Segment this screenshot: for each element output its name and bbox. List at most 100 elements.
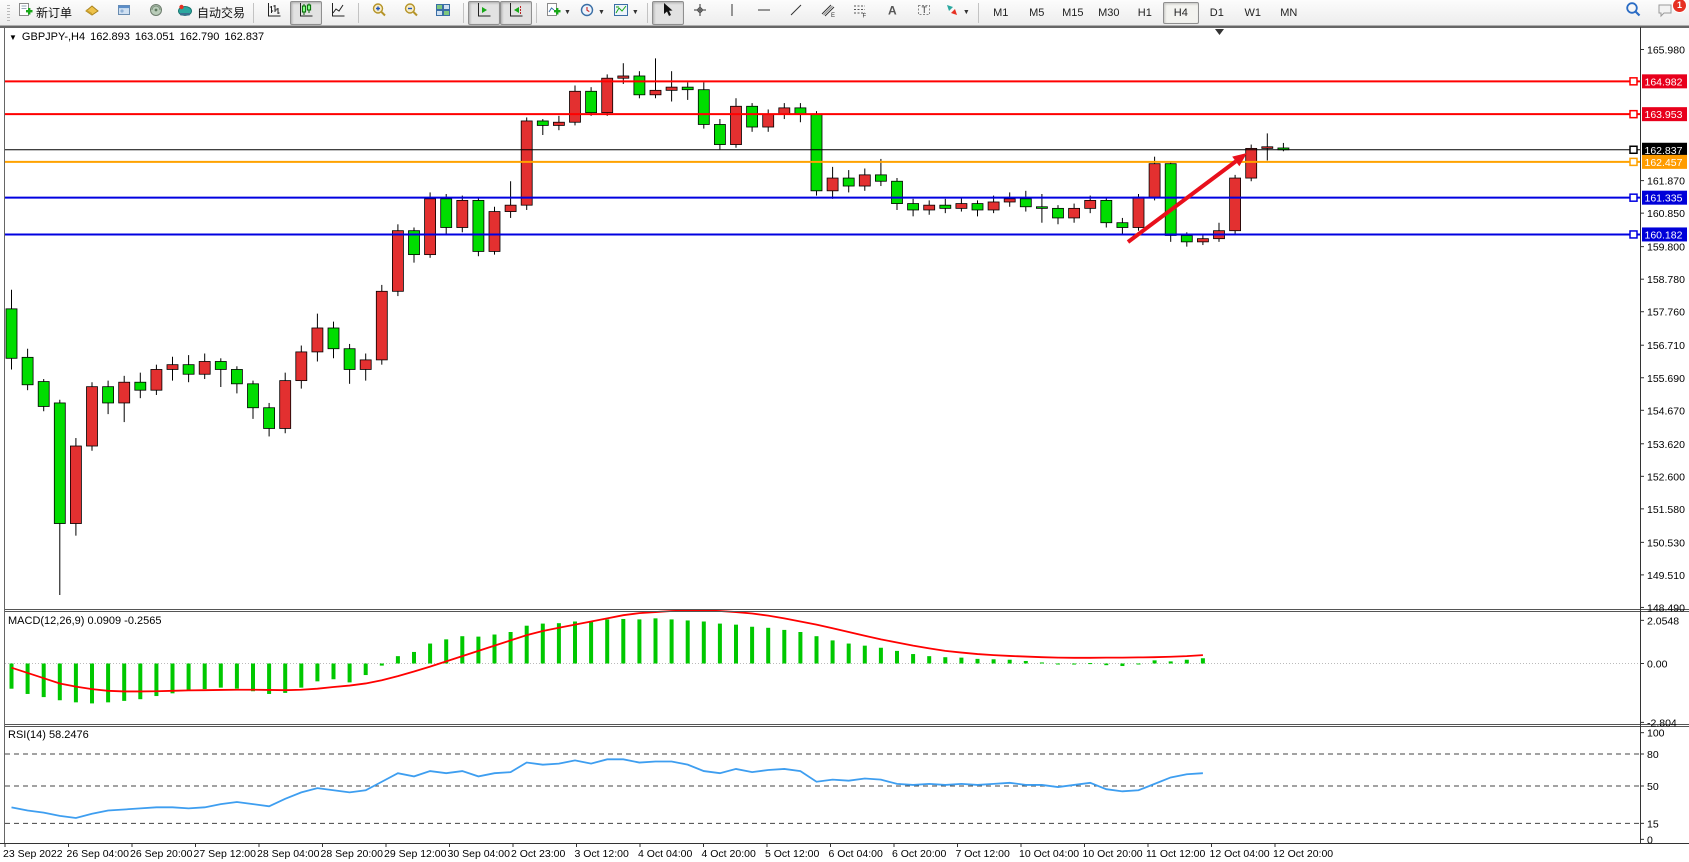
svg-text:149.510: 149.510 xyxy=(1647,570,1685,582)
svg-text:4 Oct 20:00: 4 Oct 20:00 xyxy=(702,848,756,860)
price-axis[interactable] xyxy=(1640,27,1689,843)
svg-text:165.980: 165.980 xyxy=(1647,45,1685,57)
toolbar-separator xyxy=(463,2,465,23)
arrows-button[interactable]: ▼ xyxy=(940,1,974,25)
vertical-line-icon xyxy=(725,2,739,23)
autotrading-button[interactable]: 自动交易 xyxy=(172,1,249,25)
horizontal-line-icon xyxy=(756,2,772,23)
svg-text:161.335: 161.335 xyxy=(1645,193,1683,205)
bar-chart-icon xyxy=(266,2,282,23)
main-toolbar: 新订单 自动交易 ▼ ▼ xyxy=(0,0,1689,26)
search-button[interactable] xyxy=(1617,1,1649,25)
bar-chart-type-button[interactable] xyxy=(258,1,290,25)
notifications-button[interactable]: 1 xyxy=(1649,0,1687,25)
connection-icon xyxy=(148,2,164,23)
svg-text:154.670: 154.670 xyxy=(1647,405,1685,417)
svg-text:158.780: 158.780 xyxy=(1647,274,1685,286)
close-value: 162.837 xyxy=(224,31,265,43)
zoom-in-button[interactable] xyxy=(363,1,395,25)
equidistant-channel-button[interactable]: E xyxy=(812,1,844,25)
auto-scroll-button[interactable] xyxy=(468,0,501,25)
svg-text:7 Oct 12:00: 7 Oct 12:00 xyxy=(956,848,1010,860)
line-chart-icon xyxy=(330,2,346,23)
toolbar-separator xyxy=(253,2,255,23)
svg-text:80: 80 xyxy=(1647,749,1659,761)
timeframe-mn-button[interactable]: MN xyxy=(1280,6,1298,19)
market-watch-button[interactable] xyxy=(76,1,108,25)
fibonacci-icon: F xyxy=(852,2,868,23)
connection-button[interactable] xyxy=(140,1,172,25)
svg-text:148.490: 148.490 xyxy=(1647,602,1685,614)
svg-text:152.600: 152.600 xyxy=(1647,471,1685,483)
crosshair-icon xyxy=(692,2,708,23)
svg-text:3 Oct 12:00: 3 Oct 12:00 xyxy=(575,848,629,860)
text-label-button[interactable]: T xyxy=(908,1,940,25)
fibonacci-button[interactable]: F xyxy=(844,1,876,25)
timeframe-m15-button[interactable]: M15 xyxy=(1062,6,1084,19)
svg-text:161.870: 161.870 xyxy=(1647,176,1685,188)
chart-shift-button[interactable] xyxy=(500,0,533,25)
toolbar-grip xyxy=(7,4,10,21)
candlestick-chart-type-button[interactable] xyxy=(290,0,323,25)
svg-text:2 Oct 23:00: 2 Oct 23:00 xyxy=(511,848,565,860)
svg-text:6 Oct 04:00: 6 Oct 04:00 xyxy=(829,848,883,860)
svg-text:162.837: 162.837 xyxy=(1645,145,1683,157)
line-chart-type-button[interactable] xyxy=(322,1,354,25)
svg-text:26 Sep 04:00: 26 Sep 04:00 xyxy=(67,848,130,860)
toolbar-separator xyxy=(536,2,538,23)
svg-text:11 Oct 12:00: 11 Oct 12:00 xyxy=(1146,848,1206,860)
crosshair-button[interactable] xyxy=(684,1,716,25)
high-value: 163.051 xyxy=(134,31,175,43)
toolbar-separator xyxy=(977,2,979,23)
svg-text:26 Sep 20:00: 26 Sep 20:00 xyxy=(130,848,193,860)
timeframe-h4-button[interactable]: H4 xyxy=(1162,1,1199,24)
chevron-down-icon: ▼ xyxy=(597,9,605,16)
rsi-indicator-label: RSI(14) 58.2476 xyxy=(8,729,89,741)
time-axis[interactable] xyxy=(0,843,1689,862)
toolbar-separator xyxy=(358,2,360,23)
cursor-button[interactable] xyxy=(651,0,684,25)
timeframe-d1-button[interactable]: D1 xyxy=(1209,6,1224,19)
tile-windows-icon xyxy=(435,2,451,23)
svg-text:164.982: 164.982 xyxy=(1645,76,1683,88)
indicators-icon xyxy=(545,2,561,23)
text-button[interactable]: A xyxy=(876,1,908,25)
tile-windows-button[interactable] xyxy=(427,1,459,25)
timeframe-m5-button[interactable]: M5 xyxy=(1029,6,1045,19)
svg-text:-2.804: -2.804 xyxy=(1647,717,1677,729)
svg-text:155.690: 155.690 xyxy=(1647,373,1685,385)
timeframe-menu-button[interactable]: ▼ xyxy=(575,1,609,25)
timeframe-m1-button[interactable]: M1 xyxy=(993,6,1009,19)
chevron-down-icon: ▼ xyxy=(564,9,571,16)
symbol-dropdown-icon[interactable]: ▼ xyxy=(9,32,17,42)
timeframe-h1-button[interactable]: H1 xyxy=(1137,6,1152,19)
timeframe-w1-button[interactable]: W1 xyxy=(1244,6,1262,19)
horizontal-line-button[interactable] xyxy=(748,1,780,25)
svg-text:100: 100 xyxy=(1647,728,1665,740)
chart-header: ▼ GBPJPY-,H4 162.893 163.051 162.790 162… xyxy=(9,31,264,43)
svg-text:28 Sep 20:00: 28 Sep 20:00 xyxy=(321,848,384,860)
timeframe-group: M1 M5 M15 M30 H1 H4 D1 W1 MN xyxy=(983,1,1307,24)
svg-text:0.00: 0.00 xyxy=(1647,659,1668,671)
svg-text:150.530: 150.530 xyxy=(1647,537,1685,549)
svg-text:153.620: 153.620 xyxy=(1647,439,1685,451)
notification-badge: 1 xyxy=(1672,0,1687,13)
chat-bubble-icon xyxy=(1656,1,1674,24)
template-button[interactable]: ▼ xyxy=(609,1,643,25)
svg-text:159.800: 159.800 xyxy=(1647,242,1685,254)
svg-text:2.0548: 2.0548 xyxy=(1647,615,1679,627)
trendline-button[interactable] xyxy=(780,1,812,25)
svg-text:5 Oct 12:00: 5 Oct 12:00 xyxy=(765,848,819,860)
svg-text:F: F xyxy=(862,14,866,19)
svg-text:30 Sep 04:00: 30 Sep 04:00 xyxy=(448,848,511,860)
svg-text:0: 0 xyxy=(1647,834,1653,846)
autotrading-icon xyxy=(176,2,194,23)
indicators-button[interactable]: ▼ xyxy=(541,1,575,25)
timeframe-m30-button[interactable]: M30 xyxy=(1098,6,1120,19)
vertical-line-button[interactable] xyxy=(716,1,748,25)
new-order-button[interactable]: 新订单 xyxy=(13,1,76,25)
svg-text:160.850: 160.850 xyxy=(1647,208,1685,220)
navigator-button[interactable] xyxy=(108,1,140,25)
zoom-out-button[interactable] xyxy=(395,1,427,25)
